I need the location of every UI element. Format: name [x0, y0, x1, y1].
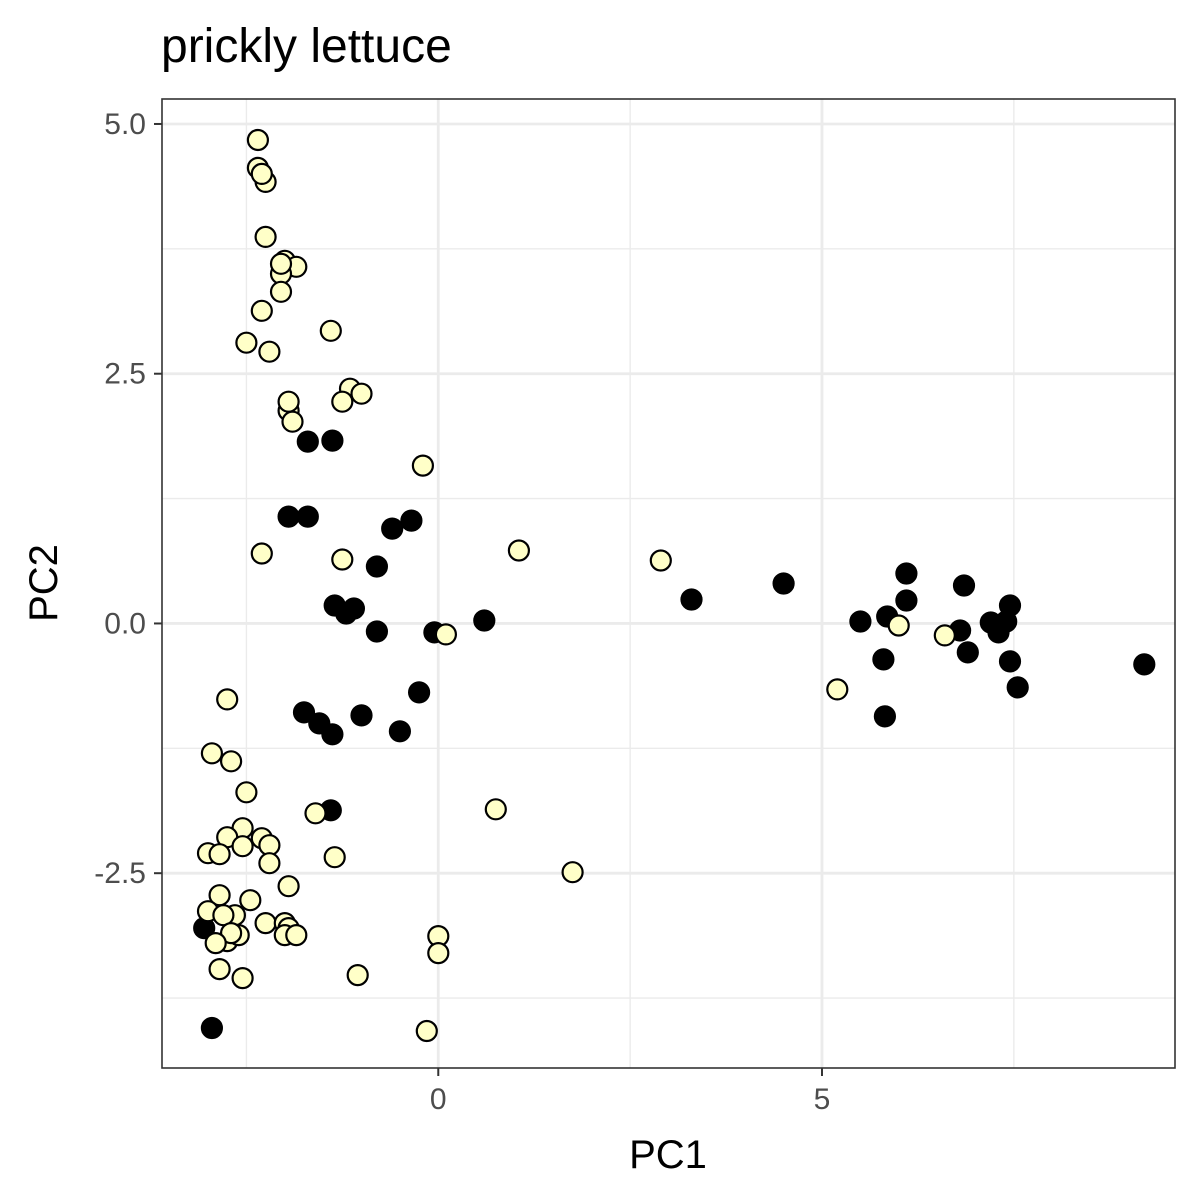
x-axis-title: PC1 — [629, 1133, 707, 1177]
plot-panel-border — [161, 98, 1176, 1069]
data-point-light — [258, 340, 281, 363]
data-point-light — [208, 843, 231, 866]
grid — [162, 99, 1175, 1068]
data-point-black — [277, 505, 300, 528]
data-point-light — [826, 678, 849, 701]
data-point-light — [208, 957, 231, 981]
data-point-light — [204, 931, 227, 955]
data-point-black — [200, 1016, 223, 1040]
data-point-light — [350, 382, 373, 405]
data-point-black — [296, 430, 319, 453]
data-point-light — [434, 623, 457, 646]
y-axis-title: PC2 — [22, 544, 66, 622]
data-point-light — [887, 614, 910, 637]
axes: 0 5 -2.5 0.0 2.5 5.0 — [94, 108, 830, 1116]
data-point-black — [292, 701, 316, 724]
data-point-light — [231, 835, 254, 858]
data-point-light — [561, 861, 584, 884]
y-tick-label: 5.0 — [104, 108, 146, 141]
data-point-black — [895, 562, 918, 585]
data-point-black — [772, 572, 795, 595]
data-point-black — [873, 705, 897, 728]
data-point-black — [365, 620, 388, 643]
data-point-light — [269, 252, 293, 275]
data-point-black — [998, 650, 1022, 673]
data-point-light — [254, 225, 277, 248]
data-point-black — [849, 610, 872, 633]
data-point-light — [331, 390, 354, 413]
data-point-light — [507, 539, 531, 562]
data-point-black — [381, 517, 404, 540]
data-point-light — [250, 542, 273, 565]
data-point-light — [246, 128, 269, 152]
data-point-light — [427, 941, 450, 965]
x-tick-label: 0 — [430, 1083, 447, 1116]
data-point-light — [254, 911, 277, 935]
data-point-black — [956, 641, 979, 664]
data-point-light — [220, 921, 243, 945]
data-point-light — [346, 963, 369, 987]
data-point-light — [250, 299, 273, 322]
data-point-light — [319, 319, 342, 342]
y-tick-label: -2.5 — [94, 857, 146, 890]
data-point-light — [415, 1019, 438, 1043]
data-point-light — [231, 966, 254, 990]
data-point-light — [484, 798, 507, 821]
data-point-black — [680, 588, 703, 611]
data-point-light — [281, 410, 304, 433]
data-point-black — [365, 555, 388, 578]
data-point-light — [235, 331, 258, 354]
data-point-black — [400, 509, 423, 532]
data-point-black — [1006, 676, 1029, 699]
y-tick-label: 2.5 — [104, 358, 146, 391]
data-point-black — [895, 589, 918, 612]
data-point-light — [277, 875, 300, 898]
data-point-light — [250, 162, 273, 185]
data-point-light — [200, 742, 223, 765]
data-point-black — [408, 681, 431, 704]
data-point-black — [998, 594, 1022, 617]
data-point-black — [296, 505, 319, 528]
data-point-light — [269, 280, 293, 303]
data-point-light — [649, 549, 672, 572]
data-point-light — [239, 889, 262, 912]
data-point-light — [411, 454, 434, 477]
data-point-black — [1133, 653, 1156, 676]
data-point-light — [258, 852, 281, 875]
data-point-light — [285, 923, 308, 947]
chart-title: prickly lettuce — [161, 20, 452, 73]
data-point-light — [277, 390, 300, 413]
data-point-light — [216, 688, 239, 711]
data-point-black — [872, 648, 895, 671]
data-point-black — [952, 574, 976, 597]
data-point-light — [304, 802, 327, 825]
data-point-black — [321, 429, 344, 452]
y-tick-label: 0.0 — [104, 607, 146, 640]
data-point-light — [323, 846, 346, 869]
data-points — [193, 128, 1156, 1043]
data-point-light — [331, 548, 354, 571]
data-point-black — [350, 704, 373, 727]
data-point-light — [235, 781, 258, 804]
x-tick-label: 5 — [814, 1083, 831, 1116]
data-point-black — [342, 597, 365, 620]
data-point-black — [388, 720, 411, 743]
data-point-black — [321, 723, 344, 746]
data-point-black — [473, 609, 496, 632]
data-point-light — [220, 750, 243, 773]
data-point-light — [933, 624, 956, 647]
